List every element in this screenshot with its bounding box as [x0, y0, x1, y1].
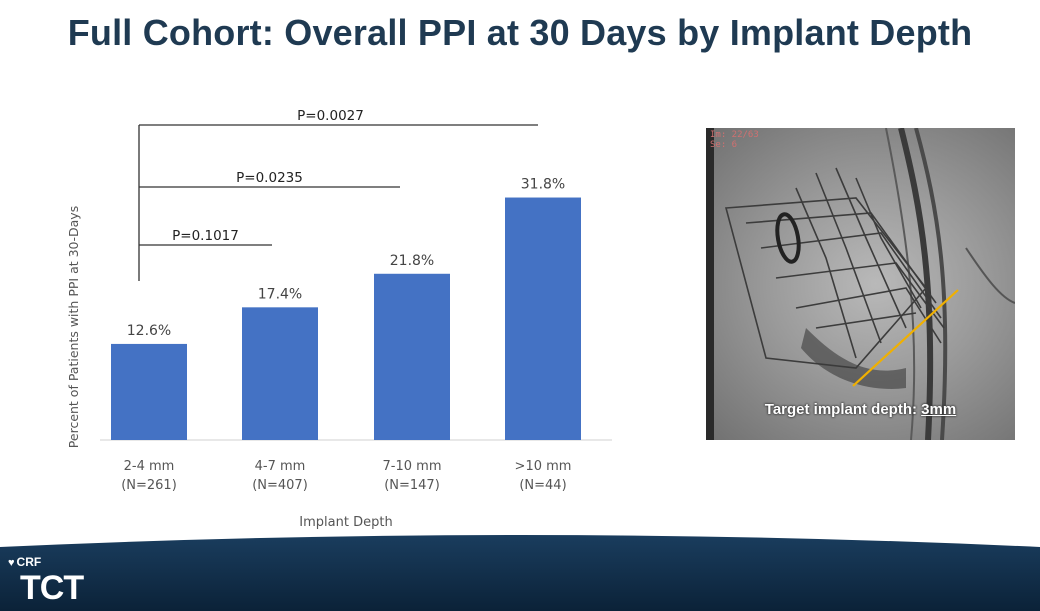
x-tick-n-label: (N=261) [121, 478, 177, 493]
bar-value-label: 17.4% [258, 286, 302, 302]
crf-logo-text: CRF [16, 555, 42, 569]
footer-shape [0, 535, 1040, 611]
p-value-label: P=0.0027 [297, 108, 364, 124]
image-frame-index: Im: 22/63 [710, 130, 759, 140]
x-tick-label: >10 mm [515, 459, 572, 474]
bar-chart: Percent of Patients with PPI at 30-Days I… [66, 108, 612, 530]
x-tick-label: 7-10 mm [383, 459, 442, 474]
x-tick-n-label: (N=147) [384, 478, 440, 493]
bar [505, 197, 581, 440]
caption-value: 3mm [921, 401, 957, 418]
x-tick-label: 2-4 mm [124, 459, 175, 474]
labels: Percent of Patients with PPI at 30-Days I… [66, 108, 571, 530]
p-value-label: P=0.1017 [172, 228, 239, 244]
p-value-label: P=0.0235 [236, 170, 303, 186]
bars [111, 197, 581, 440]
x-tick-n-label: (N=44) [519, 478, 566, 493]
image-caption: Target implant depth: 3mm [706, 401, 1015, 418]
bar [111, 343, 187, 440]
bar-value-label: 21.8% [390, 253, 434, 269]
comparison-brackets [138, 124, 538, 281]
fluoroscopy-drawing [706, 128, 1015, 440]
crf-logo: ♥ CRF [8, 555, 41, 569]
bar [374, 273, 450, 440]
x-axis-label: Implant Depth [299, 515, 392, 530]
caption-prefix: Target implant depth: [764, 401, 922, 418]
heart-icon: ♥ [8, 557, 15, 569]
bar [242, 307, 318, 440]
tct-logo: TCT [20, 569, 84, 607]
footer-band: ♥ CRF TCT [0, 525, 1040, 611]
slide-title: Full Cohort: Overall PPI at 30 Days by I… [67, 12, 973, 53]
y-axis-label: Percent of Patients with PPI at 30-Days [66, 206, 81, 448]
bar-value-label: 12.6% [127, 323, 171, 339]
image-corner-text: Im: 22/63 Se: 6 [710, 130, 759, 150]
x-tick-n-label: (N=407) [252, 478, 308, 493]
fluoroscopy-image: Im: 22/63 Se: 6 Target implant depth: 3m… [706, 128, 1015, 440]
x-tick-label: 4-7 mm [255, 459, 306, 474]
bar-value-label: 31.8% [521, 177, 565, 193]
image-series-index: Se: 6 [710, 140, 738, 150]
